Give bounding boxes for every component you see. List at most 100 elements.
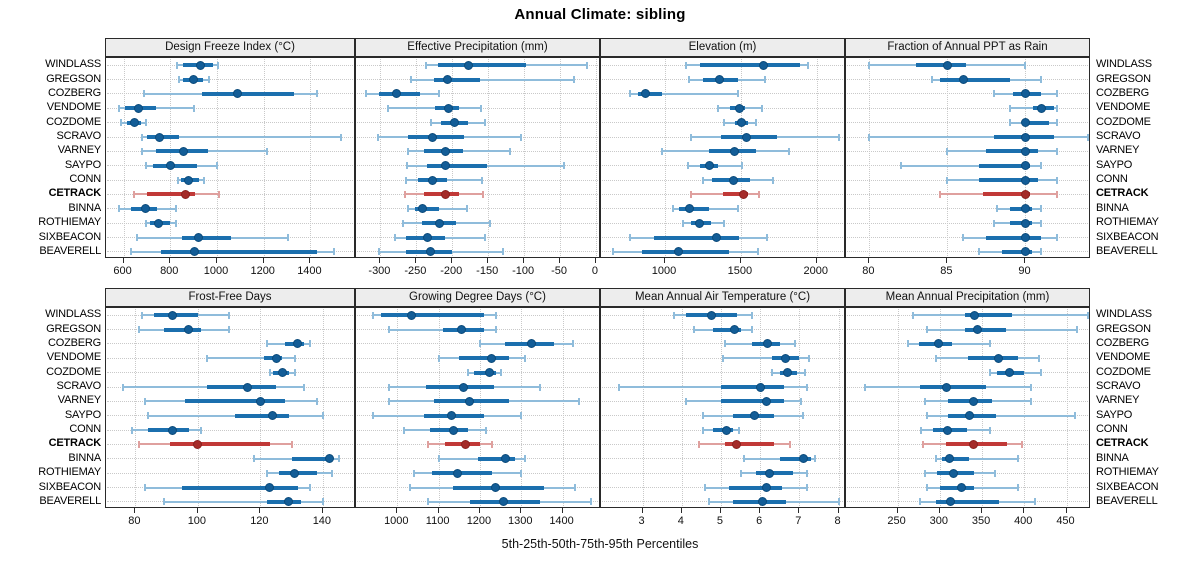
median-dot bbox=[449, 118, 459, 128]
whisker-cap-right bbox=[174, 219, 177, 227]
axis-tick-mark bbox=[561, 508, 563, 513]
axis-tick-label: 8 bbox=[834, 515, 841, 527]
interquartile-bar bbox=[678, 206, 709, 211]
vertical-gridline bbox=[123, 59, 125, 257]
median-dot bbox=[761, 483, 771, 493]
station-label-left: ROTHIEMAY bbox=[38, 216, 101, 229]
interquartile-bar bbox=[916, 63, 967, 68]
median-dot bbox=[695, 218, 705, 228]
vertical-gridline bbox=[263, 59, 265, 257]
axis-tick-label: 450 bbox=[1056, 515, 1075, 527]
axis-tick-label: 800 bbox=[160, 265, 179, 277]
median-dot bbox=[712, 233, 722, 243]
axis-tick-mark bbox=[815, 258, 817, 263]
interquartile-bar bbox=[756, 471, 794, 476]
whisker-cap-left bbox=[141, 147, 144, 155]
interquartile-bar bbox=[939, 485, 974, 490]
station-label-right: COZBERG bbox=[1096, 336, 1149, 349]
median-dot bbox=[684, 204, 694, 214]
median-dot bbox=[1020, 247, 1030, 257]
axis-tick-label: 90 bbox=[1018, 265, 1031, 277]
axis-tick-mark bbox=[134, 508, 136, 513]
axis-tick-label: 6 bbox=[756, 515, 763, 527]
whisker-cap-left bbox=[660, 147, 663, 155]
interquartile-bar bbox=[642, 249, 729, 254]
axis-tick-label: -100 bbox=[512, 265, 535, 277]
horizontal-gridline bbox=[107, 64, 354, 66]
whisker-cap-right bbox=[751, 311, 754, 319]
whisker-line bbox=[935, 457, 1018, 460]
whisker-line bbox=[722, 357, 810, 360]
station-label-right: BINNA bbox=[1096, 201, 1129, 214]
horizontal-gridline bbox=[602, 343, 844, 345]
interquartile-bar bbox=[720, 385, 784, 389]
horizontal-gridline bbox=[847, 372, 1089, 374]
median-dot bbox=[427, 132, 437, 142]
whisker-cap-left bbox=[938, 190, 941, 198]
whisker-cap-left bbox=[743, 455, 746, 463]
station-label-left: VENDOME bbox=[46, 351, 101, 364]
median-dot bbox=[501, 454, 511, 464]
whisker-cap-right bbox=[286, 234, 289, 242]
median-dot bbox=[134, 103, 144, 113]
whisker-cap-right bbox=[331, 469, 334, 477]
station-label-right: VENDOME bbox=[1096, 101, 1151, 114]
vertical-gridline bbox=[720, 309, 722, 507]
horizontal-gridline bbox=[107, 472, 354, 474]
whisker-cap-right bbox=[480, 104, 482, 112]
whisker-cap-left bbox=[993, 219, 996, 227]
whisker-cap-right bbox=[488, 219, 491, 227]
axis-tick-mark bbox=[396, 508, 398, 513]
median-dot bbox=[704, 161, 714, 171]
median-dot bbox=[422, 233, 432, 243]
median-dot bbox=[243, 382, 253, 392]
whisker-cap-left bbox=[923, 469, 926, 477]
median-dot bbox=[1036, 103, 1046, 113]
axis-tick-mark bbox=[520, 508, 522, 513]
median-dot bbox=[265, 483, 275, 493]
panel-plot bbox=[845, 57, 1090, 258]
vertical-gridline bbox=[1025, 59, 1027, 257]
station-label-right: ROTHIEMAY bbox=[1096, 466, 1159, 479]
median-dot bbox=[188, 75, 198, 85]
median-dot bbox=[458, 382, 468, 392]
whisker-cap-right bbox=[192, 104, 195, 112]
station-label-right: VARNEY bbox=[1096, 394, 1140, 407]
whisker-cap-right bbox=[1040, 219, 1043, 227]
whisker-cap-left bbox=[702, 426, 705, 434]
interquartile-bar bbox=[978, 163, 1031, 168]
panel-plot bbox=[105, 307, 355, 508]
whisker-cap-left bbox=[921, 440, 924, 448]
whisker-cap-left bbox=[371, 412, 374, 420]
station-label-right: CONN bbox=[1096, 423, 1128, 436]
vertical-gridline bbox=[947, 59, 949, 257]
whisker-cap-right bbox=[800, 397, 803, 405]
median-dot bbox=[969, 396, 979, 406]
axis-tick-label: -300 bbox=[368, 265, 391, 277]
whisker-cap-left bbox=[1008, 104, 1011, 112]
whisker-cap-right bbox=[309, 484, 312, 492]
vertical-gridline bbox=[665, 59, 667, 257]
median-dot bbox=[798, 454, 808, 464]
median-dot bbox=[1020, 132, 1030, 142]
whisker-cap-right bbox=[485, 426, 488, 434]
horizontal-gridline bbox=[107, 208, 354, 210]
whisker-cap-left bbox=[178, 76, 181, 84]
median-dot bbox=[193, 439, 203, 449]
vertical-gridline bbox=[1024, 309, 1026, 507]
median-dot bbox=[153, 218, 163, 228]
whisker-cap-right bbox=[337, 455, 340, 463]
interquartile-bar bbox=[163, 327, 201, 332]
interquartile-bar bbox=[967, 356, 1019, 361]
whisker-cap-right bbox=[758, 190, 761, 198]
median-dot bbox=[755, 382, 765, 392]
median-dot bbox=[730, 325, 740, 335]
median-dot bbox=[440, 161, 450, 171]
station-label-left: COZBERG bbox=[48, 336, 101, 349]
whisker-cap-left bbox=[144, 219, 147, 227]
axis-tick-mark bbox=[169, 258, 171, 263]
whisker-cap-left bbox=[899, 162, 902, 170]
whisker-cap-left bbox=[412, 469, 415, 477]
station-label-right: WINDLASS bbox=[1096, 308, 1152, 321]
whisker-cap-left bbox=[977, 248, 980, 256]
